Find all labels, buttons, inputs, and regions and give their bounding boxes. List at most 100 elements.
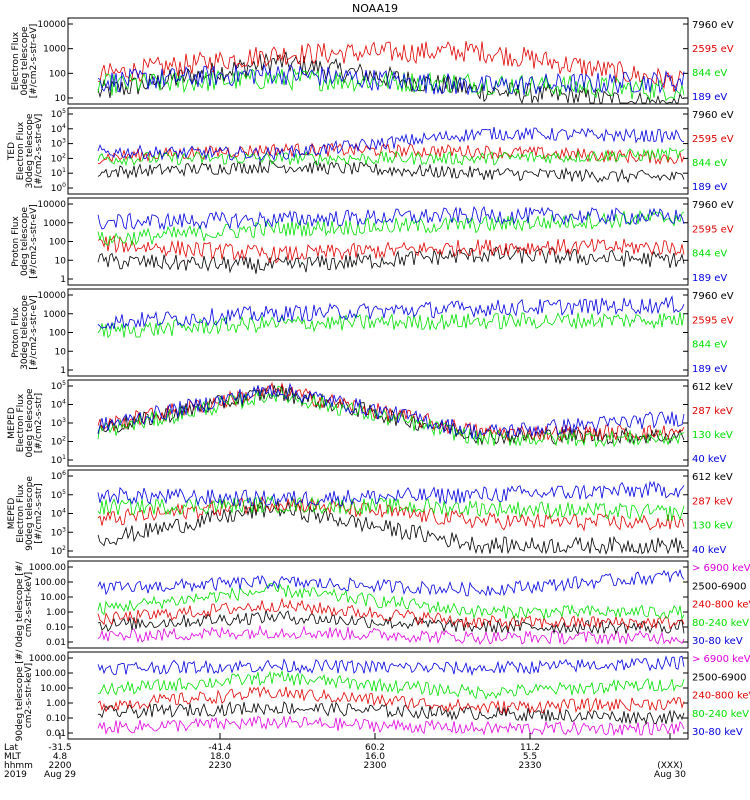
panel-6: 102 103 104 105 106 MEPEDElectron Flux90deg t… (7, 469, 733, 558)
series-line (97, 385, 685, 448)
y-tick-label: 10 (55, 94, 67, 104)
y-axis-label: Electron Flux0deg telescope[#/cm2-s-str-… (11, 24, 39, 99)
series-line (97, 669, 685, 700)
y-tick-label: 0.01 (46, 638, 66, 648)
panel-frame (67, 560, 689, 649)
panel-frame (67, 288, 689, 377)
x-axis-value: 16.0 (365, 752, 385, 762)
panel-frame (67, 651, 689, 740)
series-line (97, 582, 685, 621)
series-line (97, 234, 685, 264)
y-tick-label: 105 (51, 489, 66, 501)
series-line (97, 495, 685, 532)
series-line (97, 159, 685, 184)
series-line (97, 68, 685, 102)
legend-entry: 2595 eV (692, 224, 734, 235)
x-axis-value: 2300 (364, 761, 387, 771)
legend-entry: 612 keV (692, 472, 733, 483)
x-axis-value: -41.4 (208, 743, 232, 753)
y-tick-label: 1000 (43, 310, 66, 320)
y-tick-label: 0.01 (46, 729, 66, 739)
y-tick-label: 105 (51, 108, 66, 120)
panel-frame (67, 17, 689, 105)
x-axis-value: 18.0 (210, 752, 230, 762)
y-tick-label: 10000 (37, 20, 66, 30)
panel-frame (67, 197, 689, 286)
y-tick-label: 0.10 (46, 623, 66, 633)
x-axis-value: Aug 30 (654, 770, 686, 780)
legend-entry: 30-80 keV (692, 636, 743, 647)
series-line (97, 686, 685, 715)
y-tick-label: 10000 (37, 200, 66, 210)
series-line (97, 126, 685, 161)
y-tick-label: 1000.00 (29, 654, 66, 664)
y-tick-label: 103 (51, 417, 66, 429)
panel-frame (67, 107, 689, 195)
series-line (97, 147, 685, 167)
y-tick-label: 102 (51, 152, 66, 164)
legend-entry: 7960 eV (692, 200, 734, 211)
y-tick-label: 103 (51, 138, 66, 150)
y-axis-label: TEDElectron Flux30deg telescope[#/cm2-s-… (7, 113, 44, 188)
series-line (97, 295, 685, 330)
legend-entry: 844 eV (692, 158, 727, 169)
y-tick-label: 100 (51, 182, 66, 194)
series-line (97, 311, 685, 339)
y-tick-label: 1 (60, 366, 66, 376)
legend-entry: 189 eV (692, 273, 727, 284)
y-tick-label: 100 (49, 69, 66, 79)
y-tick-label: 0.10 (46, 714, 66, 724)
series-line (97, 64, 685, 96)
panel-2: 100 101 102 103 104 105 TEDElectron Flux30deg … (7, 107, 734, 195)
series-line (97, 480, 685, 507)
y-axis-label: MEPEDElectron Flux0deg telescope[#/cm2-s… (7, 388, 44, 458)
legend-entry: 240-800 keV (692, 691, 750, 702)
legend-entry: 2595 eV (692, 315, 734, 326)
series-line (97, 610, 685, 635)
legend-entry: 189 eV (692, 182, 727, 193)
y-tick-label: 106 (51, 470, 66, 482)
y-axis-label: 90deg telescope [#/cm2-s-str-keV] (15, 649, 34, 742)
y-tick-label: 101 (51, 167, 66, 179)
series-line (97, 655, 685, 676)
y-tick-label: 10 (55, 347, 67, 357)
legend-entry: 7960 eV (692, 20, 734, 31)
series-line (97, 597, 685, 631)
y-tick-label: 104 (51, 399, 66, 411)
y-tick-label: 100.00 (35, 669, 67, 679)
x-axis-value: 4.8 (53, 752, 68, 762)
y-tick-label: 1 (60, 275, 66, 285)
x-axis-value: 11.2 (520, 743, 540, 753)
y-tick-label: 100 (49, 329, 66, 339)
y-tick-label: 104 (51, 123, 66, 135)
series-line (97, 382, 685, 440)
legend-entry: 844 eV (692, 68, 727, 79)
series-line (97, 495, 685, 522)
y-tick-label: 102 (51, 436, 66, 448)
legend-entry: 189 eV (692, 92, 727, 103)
chart-title: NOAA19 (352, 2, 398, 15)
y-tick-label: 101 (51, 454, 66, 466)
legend-entry: 844 eV (692, 340, 727, 351)
y-tick-label: 1000.00 (29, 563, 66, 573)
y-axis-label: 0deg telescope [#/cm2-s-str-keV] (15, 561, 34, 648)
series-line (97, 568, 685, 597)
x-row-label: hhmm (4, 761, 33, 771)
series-line (97, 500, 685, 556)
y-tick-label: 1.00 (46, 699, 66, 709)
x-axis-value: -31.5 (48, 743, 71, 753)
series-line (97, 701, 685, 725)
y-axis-label: Proton Flux30deg telescope[#/cm2-s-str-e… (11, 295, 39, 370)
y-tick-label: 1000 (43, 219, 66, 229)
series-line (97, 715, 685, 737)
y-tick-label: 100 (49, 238, 66, 248)
legend-entry: 130 keV (692, 521, 733, 532)
legend-entry: 7960 eV (692, 110, 734, 121)
legend-entry: 287 keV (692, 406, 733, 417)
